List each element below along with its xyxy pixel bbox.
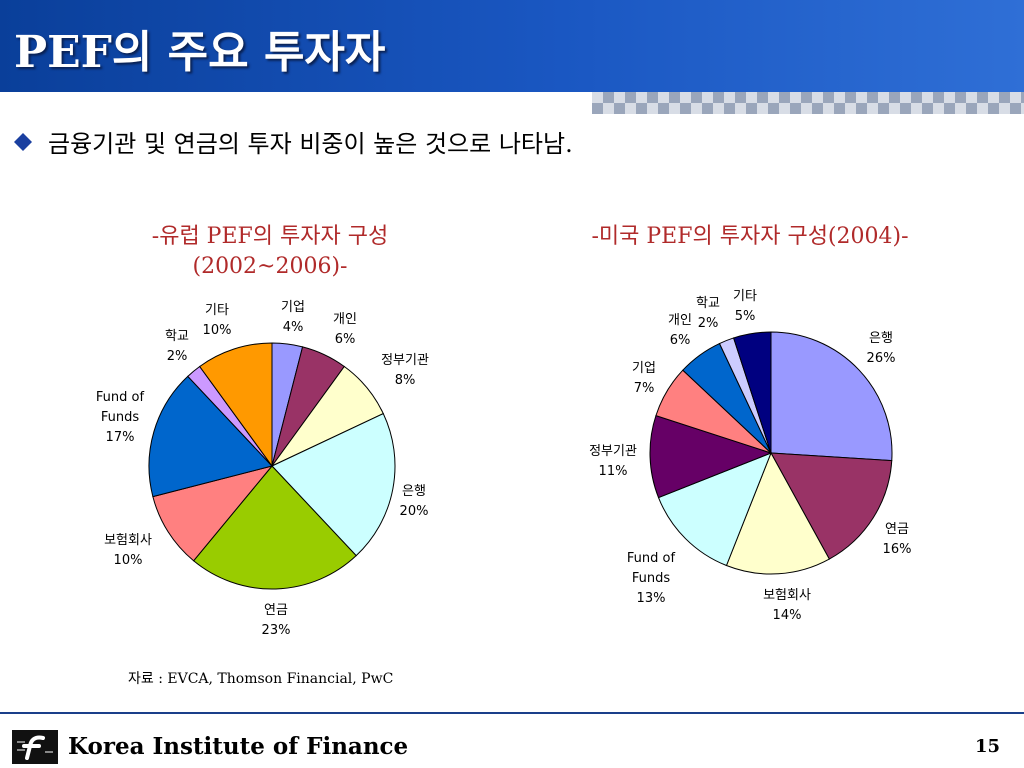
europe-pie-chart: 기업 4% 개인 6% 정부기관 8% 은행 20% 연금 23% 보험회사 10% Fund of Fu…: [96, 300, 429, 638]
europe-slice-label-5: 보험회사 10%: [104, 533, 152, 568]
europe-slice-4: [192, 465, 357, 590]
europe-slice-label-7: 학교 2%: [165, 329, 189, 364]
footer-divider: [0, 712, 1024, 714]
diamond-icon: [12, 131, 34, 153]
slide-title: PEF의 주요 투자자: [14, 27, 386, 78]
us-slice-label-0: 은행 26%: [867, 330, 896, 366]
source-note: 자료 : EVCA, Thomson Financial, PwC: [128, 671, 394, 687]
checker-pattern: [592, 92, 1024, 114]
title-underline-blank: [0, 92, 592, 114]
europe-slice-label-8: 기타 10%: [203, 303, 232, 338]
us-slice-2: [725, 451, 830, 575]
europe-slice-3: [271, 412, 396, 557]
europe-slice-6: [148, 375, 273, 498]
us-slice-label-6: 개인 6%: [668, 313, 692, 348]
europe-slice-label-1: 개인 6%: [333, 312, 357, 347]
europe-slice-5: [152, 465, 274, 562]
us-slice-label-8: 기타 5%: [733, 289, 757, 324]
us-slice-label-4: 정부기관 11%: [589, 444, 637, 479]
organization-name: Korea Institute of Finance: [68, 733, 409, 760]
europe-slice-label-0: 기업 4%: [281, 300, 305, 335]
title-bar: PEF의 주요 투자자: [0, 0, 1024, 92]
europe-slice-label-3: 은행 20%: [400, 483, 429, 519]
us-slice-1: [770, 452, 893, 560]
us-slice-label-5: 기업 7%: [632, 361, 656, 396]
europe-slice-8: [199, 342, 273, 468]
europe-slice-label-2: 정부기관 8%: [381, 353, 429, 388]
europe-chart-title-line2: (2002~2006)-: [192, 254, 348, 279]
europe-chart-title: -유럽 PEF의 투자자 구성 (2002~2006)-: [60, 222, 480, 282]
us-chart-title: -미국 PEF의 투자자 구성(2004)-: [591, 224, 909, 249]
kif-logo: [12, 730, 58, 764]
bullet-row: 금융기관 및 연금의 투자 비중이 높은 것으로 나타남.: [12, 124, 573, 159]
us-slice-0: [770, 331, 893, 462]
us-slice-label-3: Fund of Funds 13%: [627, 551, 676, 606]
us-slice-label-7: 학교 2%: [696, 296, 720, 331]
us-slice-label-1: 연금 16%: [883, 522, 912, 557]
europe-chart-title-line1: -유럽 PEF의 투자자 구성: [151, 224, 389, 249]
us-slice-4: [649, 414, 773, 499]
us-pie-chart: 은행 26% 연금 16% 보험회사 14% Fund of Funds 13% 정부기관 11% 기…: [589, 289, 911, 623]
page-number: 15: [974, 736, 1000, 757]
us-slice-8: [732, 331, 772, 454]
us-slice-label-2: 보험회사 14%: [763, 588, 811, 623]
europe-slice-label-6: Fund of Funds 17%: [96, 390, 145, 445]
us-slice-3: [657, 452, 772, 567]
europe-slice-label-4: 연금 23%: [262, 603, 291, 638]
bullet-text: 금융기관 및 연금의 투자 비중이 높은 것으로 나타남.: [48, 130, 573, 158]
